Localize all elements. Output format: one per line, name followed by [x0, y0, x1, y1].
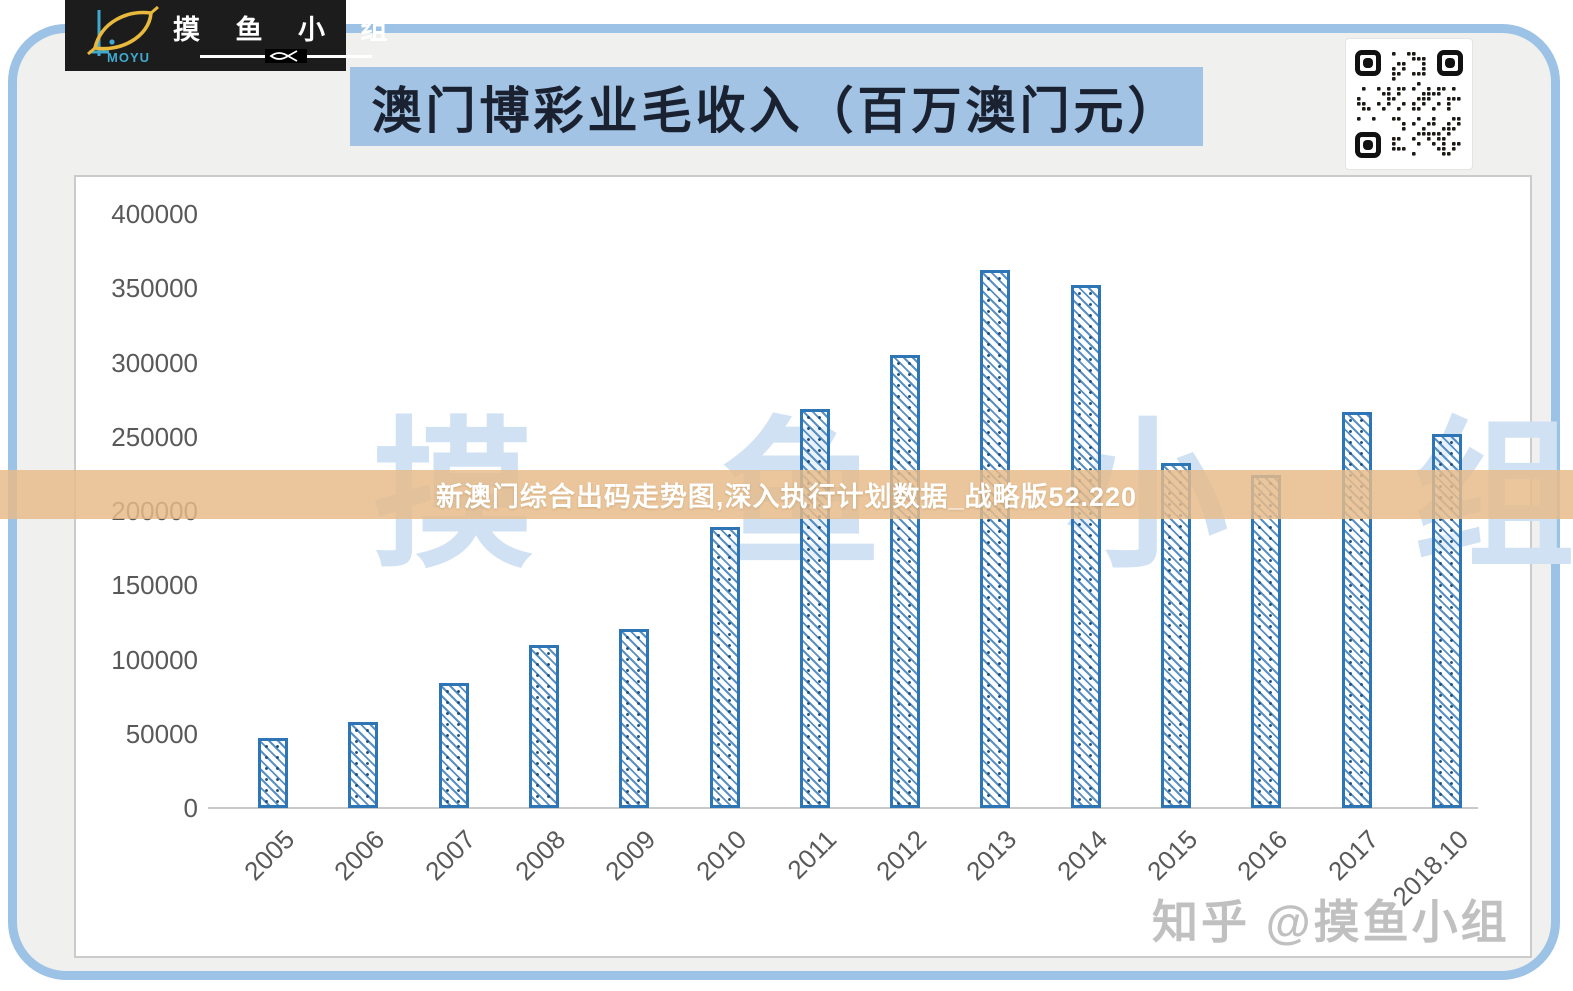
bar-2008 — [529, 645, 559, 808]
watermark-band-text: 新澳门综合出码走势图,深入执行计划数据_战略版52.220 — [435, 482, 1138, 512]
y-tick-400000: 400000 — [111, 199, 198, 229]
chart-title-banner: 澳门博彩业毛收入（百万澳门元） — [350, 67, 1203, 146]
bar-2012 — [890, 355, 920, 808]
bar-2010 — [710, 527, 740, 808]
bar-2006 — [348, 722, 378, 808]
y-tick-350000: 350000 — [111, 273, 198, 304]
y-tick-0: 0 — [183, 793, 198, 823]
fish-logo-icon: MOYU — [65, 4, 161, 68]
bar-2011 — [800, 409, 830, 808]
watermark-band: 新澳门综合出码走势图,深入执行计划数据_战略版52.220 — [0, 470, 1573, 519]
y-tick-250000: 250000 — [111, 421, 198, 452]
bar-2014 — [1071, 285, 1101, 808]
page-title: 澳门博彩业毛收入（百万澳门元） — [371, 82, 1182, 139]
y-tick-100000: 100000 — [111, 644, 198, 675]
moyu-logo: MOYU 摸 鱼 小 组 — [65, 0, 388, 71]
logo-underline — [200, 49, 373, 63]
logo-brand-text: MOYU — [107, 49, 150, 65]
bar-2005 — [258, 738, 288, 808]
x-axis-line — [208, 807, 1478, 809]
bar-2015 — [1161, 463, 1191, 808]
bar-2009 — [619, 629, 649, 808]
y-tick-150000: 150000 — [111, 570, 198, 601]
corner-watermark-text: 知乎 @摸鱼小组 — [1152, 896, 1510, 948]
y-tick-50000: 50000 — [125, 718, 198, 749]
y-tick-300000: 300000 — [111, 347, 198, 378]
qr-code — [1345, 38, 1473, 170]
small-fish-icon — [265, 49, 308, 63]
bar-2007 — [439, 683, 469, 808]
bar-2016 — [1251, 475, 1281, 808]
logo-title-text: 摸 鱼 小 组 — [173, 15, 402, 45]
bar-2013 — [980, 270, 1010, 808]
